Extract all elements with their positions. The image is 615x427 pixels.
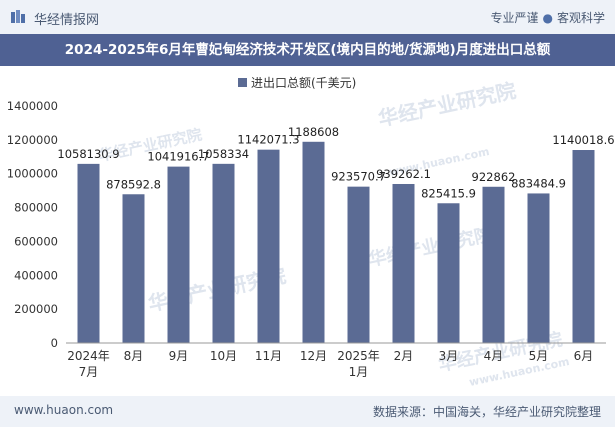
y-tick-label: 200000 <box>14 302 58 316</box>
y-tick-label: 800000 <box>14 201 58 215</box>
data-label: 1140018.6 <box>552 133 614 147</box>
top-bar: 华经情报网 专业严谨 ● 客观科学 <box>0 0 615 34</box>
x-tick-label: 2月 <box>394 349 414 363</box>
data-label: 825415.9 <box>421 186 476 200</box>
bar <box>212 163 235 343</box>
tagline: 专业严谨 ● 客观科学 <box>490 9 605 26</box>
bar <box>437 203 460 343</box>
x-tick-label: 5月 <box>529 349 549 363</box>
data-label: 1041916.7 <box>147 150 209 164</box>
dot-separator-icon: ● <box>542 11 553 25</box>
bar <box>392 183 415 343</box>
chart-legend: 进出口总额(千美元) <box>238 76 356 90</box>
y-tick-label: 0 <box>51 336 58 350</box>
y-tick-label: 1200000 <box>7 133 58 147</box>
site-url: www.huaon.com <box>14 403 114 417</box>
brand-logo-icon <box>11 10 25 23</box>
data-label: 1142071.3 <box>237 133 299 147</box>
x-tick-label: 2024年 7月 <box>67 349 110 379</box>
x-tick-label: 12月 <box>300 349 327 363</box>
bar <box>572 150 595 343</box>
y-tick-label: 1000000 <box>7 167 58 181</box>
bar <box>167 166 190 343</box>
legend-label: 进出口总额(千美元) <box>251 76 356 90</box>
bar <box>302 141 325 343</box>
y-tick-label: 600000 <box>14 234 58 248</box>
x-tick-label: 4月 <box>484 349 504 363</box>
x-tick-label: 9月 <box>169 349 189 363</box>
bar <box>347 186 370 343</box>
y-tick-label: 400000 <box>14 268 58 282</box>
y-axis: 0 200000 400000 600000 800000 1000000 1200000 1… <box>7 99 58 350</box>
x-tick-label: 2025年 1月 <box>337 349 380 379</box>
data-label: 883484.9 <box>511 176 566 190</box>
data-label: 939262.1 <box>376 167 431 181</box>
bar <box>77 163 100 343</box>
x-tick-label: 10月 <box>210 349 237 363</box>
watermark-text: 华经产业研究院 <box>366 223 494 271</box>
x-tick-label: 8月 <box>124 349 144 363</box>
data-label: 878592.8 <box>106 177 161 191</box>
x-tick-label: 11月 <box>255 349 282 363</box>
y-tick-label: 1400000 <box>7 99 58 113</box>
x-tick-label: 3月 <box>439 349 459 363</box>
data-source: 数据来源：中国海关，华经产业研究院整理 <box>372 405 601 419</box>
tagline-right: 客观科学 <box>556 11 605 25</box>
data-label: 1058130.9 <box>57 147 119 161</box>
title-bar: 2024-2025年6月年曹妃甸经济技术开发区(境内目的地/货源地)月度进出口总… <box>0 34 615 66</box>
footer-bar: www.huaon.com 数据来源：中国海关，华经产业研究院整理 <box>0 396 615 427</box>
bars-layer: 1058130.9 878592.8 1041916.710583341142071… <box>57 125 615 343</box>
data-label: 1058334 <box>198 147 249 161</box>
data-label: 922862 <box>472 170 516 184</box>
data-label: 1188608 <box>288 125 339 139</box>
tagline-left: 专业严谨 <box>490 11 539 25</box>
watermark-text: 华经产业研究院 <box>376 78 518 131</box>
x-axis: 2024年 7月 8月 9月 10月 11月 12月 2025年 1月 2月 3月 4月 5月 6月 <box>66 342 606 379</box>
legend-swatch <box>238 78 247 87</box>
bar <box>257 149 280 343</box>
bar <box>527 193 550 343</box>
chart-title: 2024-2025年6月年曹妃甸经济技术开发区(境内目的地/货源地)月度进出口总… <box>64 42 551 58</box>
x-tick-label: 6月 <box>574 349 594 363</box>
data-label: 923570.7 <box>331 170 386 184</box>
bar <box>482 186 505 343</box>
bar <box>122 194 145 343</box>
bar-chart: 华经产业研究院华经产业研究院华经产业研究院华经产业研究院华经产业研究院www.h… <box>7 76 615 389</box>
brand-name: 华经情报网 <box>34 13 100 28</box>
